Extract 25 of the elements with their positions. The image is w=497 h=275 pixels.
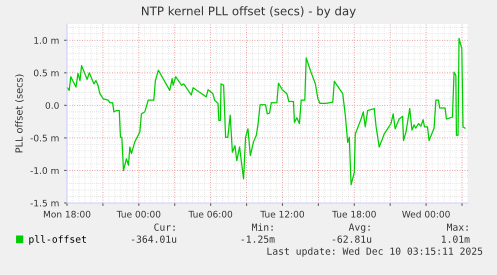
legend-label: pll-offset [29, 235, 86, 245]
y-tick-label: -0.5 m [30, 134, 59, 142]
x-tick-label: Tue 18:00 [332, 210, 376, 218]
y-axis-title: PLL offset (secs) [15, 74, 24, 152]
x-tick-label: Tue 06:00 [188, 210, 232, 218]
text: 1.01m [442, 235, 470, 243]
text: Max: [446, 224, 468, 231]
text: Cur: [154, 223, 175, 231]
y-tick-label: -1.0 m [30, 167, 59, 174]
text: -364.01u [132, 235, 176, 243]
x-tick-label: Tue 12:00 [260, 210, 304, 218]
text: Last update: Wed Dec 10 03:15:11 2025 [267, 247, 482, 257]
y-tick-label: 0.5 m [34, 70, 59, 76]
text: -1.25m [242, 235, 275, 243]
y-tick-label: 1.0 m [34, 37, 59, 44]
text: Min: [252, 223, 273, 231]
text: Avg: [348, 224, 370, 233]
x-tick-label: Wed 00:00 [402, 210, 450, 218]
chart-title: NTP kernel PLL offset (secs) - by day [142, 6, 356, 18]
x-tick-label: Mon 18:00 [44, 210, 90, 218]
x-tick-label: Tue 00:00 [116, 210, 160, 218]
text: -62.81u [332, 235, 372, 243]
y-tick-label: 0.0 [46, 102, 59, 109]
line-series [67, 38, 466, 186]
y-tick-label: -1.5 m [30, 200, 59, 207]
